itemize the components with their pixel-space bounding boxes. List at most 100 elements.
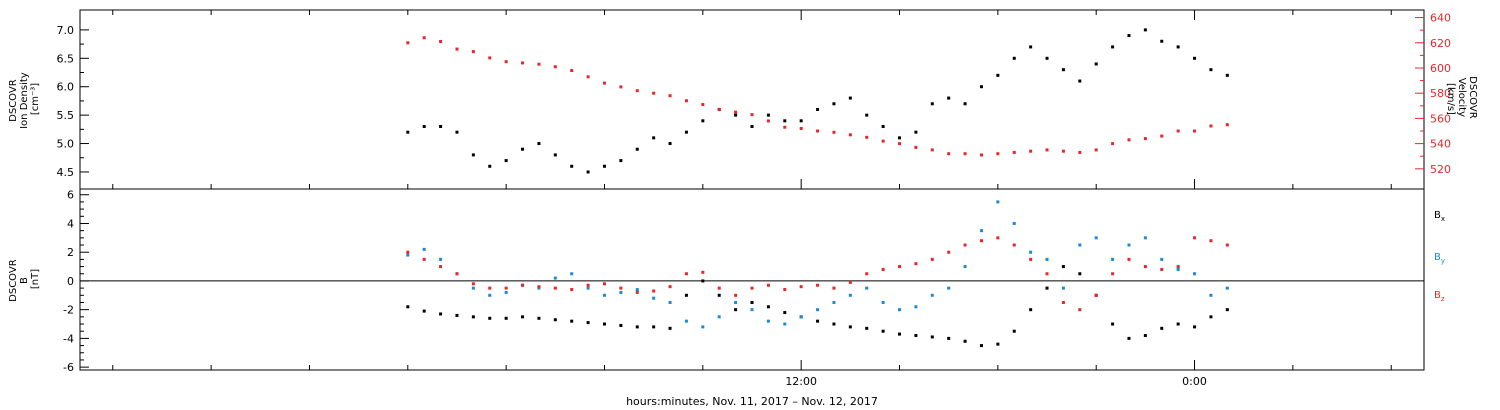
bottom-panel-frame xyxy=(79,188,1425,371)
data-point xyxy=(799,126,803,130)
top-right-tick-label: 540 xyxy=(1430,138,1451,151)
data-point xyxy=(455,130,459,134)
data-point xyxy=(619,159,623,163)
data-point xyxy=(701,103,705,107)
bottom-left-tick-label: -4 xyxy=(63,332,74,345)
data-point xyxy=(422,309,426,313)
data-point xyxy=(586,75,590,79)
data-point xyxy=(1225,286,1229,290)
data-point xyxy=(898,142,902,146)
data-point xyxy=(635,89,639,93)
data-point xyxy=(652,136,656,140)
data-point xyxy=(816,308,820,312)
data-point xyxy=(930,293,934,297)
data-point xyxy=(504,159,508,163)
data-point xyxy=(1143,265,1147,269)
data-point xyxy=(717,315,721,319)
data-point xyxy=(1143,236,1147,240)
data-point xyxy=(1012,329,1016,333)
data-point xyxy=(684,99,688,103)
data-point xyxy=(1176,129,1180,133)
data-point xyxy=(619,286,623,290)
data-point xyxy=(504,286,508,290)
data-point xyxy=(865,326,869,330)
data-point xyxy=(881,139,885,143)
data-point xyxy=(1209,239,1213,243)
data-point xyxy=(1209,293,1213,297)
data-point xyxy=(586,321,590,325)
data-point xyxy=(766,119,770,123)
legend-item-by: By xyxy=(1434,252,1445,265)
data-point xyxy=(865,286,869,290)
data-point xyxy=(783,125,787,129)
data-point xyxy=(898,265,902,269)
data-point xyxy=(1111,142,1115,146)
data-point xyxy=(406,250,410,254)
data-point xyxy=(422,36,426,40)
data-point xyxy=(1078,243,1082,247)
time-axis: 12:00 0:00 xyxy=(112,10,1392,388)
data-point xyxy=(816,107,820,111)
data-point xyxy=(799,119,803,123)
top-right-title-line-3: [km/s] xyxy=(1445,83,1456,115)
data-point xyxy=(848,325,852,329)
data-point xyxy=(455,272,459,276)
data-point xyxy=(586,286,590,290)
data-point xyxy=(1045,257,1049,261)
data-point xyxy=(832,286,836,290)
top-left-axis: 4.5 5.0 5.5 6.0 6.5 7.0 xyxy=(57,24,89,179)
time-tick-label: 0:00 xyxy=(1182,375,1207,388)
data-point xyxy=(1012,150,1016,154)
data-point xyxy=(701,270,705,274)
bottom-left-tick-label: 0 xyxy=(67,275,74,288)
data-point xyxy=(963,102,967,106)
data-point xyxy=(865,135,869,139)
data-point xyxy=(898,308,902,312)
data-point xyxy=(996,342,1000,346)
data-point xyxy=(717,293,721,297)
data-point xyxy=(602,81,606,85)
data-point xyxy=(635,290,639,294)
data-point xyxy=(1127,243,1131,247)
data-point xyxy=(914,305,918,309)
data-point xyxy=(668,94,672,98)
top-right-tick-label: 620 xyxy=(1430,37,1451,50)
data-point xyxy=(914,130,918,134)
data-point xyxy=(898,332,902,336)
data-point xyxy=(602,282,606,286)
data-point xyxy=(930,335,934,339)
data-point xyxy=(734,300,738,304)
data-point xyxy=(504,316,508,320)
data-point xyxy=(422,247,426,251)
top-right-title-line-1: DSCOVR xyxy=(1467,76,1478,119)
data-point xyxy=(570,288,574,292)
data-point xyxy=(471,286,475,290)
bottom-left-tick-label: -2 xyxy=(63,304,74,317)
data-point xyxy=(1225,73,1229,77)
data-point xyxy=(1193,56,1197,60)
data-point xyxy=(930,102,934,106)
top-right-tick-label: 640 xyxy=(1430,12,1451,25)
bottom-left-tick-label: 6 xyxy=(67,189,74,202)
data-point xyxy=(1078,150,1082,154)
data-point xyxy=(1193,325,1197,329)
data-point xyxy=(488,293,492,297)
data-point xyxy=(734,110,738,114)
data-point xyxy=(1061,265,1065,269)
data-point xyxy=(1143,28,1147,32)
data-point xyxy=(1225,243,1229,247)
bottom-left-title-line-1: DSCOVR xyxy=(8,259,19,302)
data-point xyxy=(1127,336,1131,340)
data-point xyxy=(652,296,656,300)
data-point xyxy=(979,85,983,89)
data-point xyxy=(521,61,525,65)
data-point xyxy=(701,325,705,329)
data-point xyxy=(553,286,557,290)
data-point xyxy=(1111,322,1115,326)
data-point xyxy=(635,147,639,151)
data-point xyxy=(1094,236,1098,240)
data-point xyxy=(898,136,902,140)
data-point xyxy=(1160,134,1164,138)
data-point xyxy=(471,315,475,319)
